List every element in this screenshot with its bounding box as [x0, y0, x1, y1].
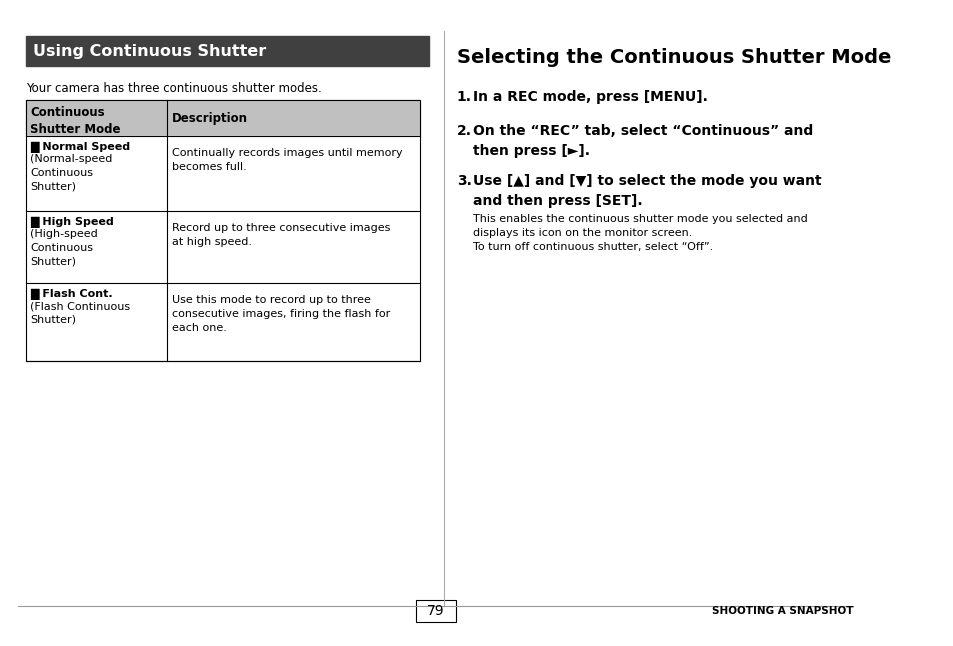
Text: Continually records images until memory
becomes full.: Continually records images until memory …	[172, 148, 402, 172]
Text: Use [▲] and [▼] to select the mode you want
and then press [SET].: Use [▲] and [▼] to select the mode you w…	[473, 174, 821, 207]
Text: 2.: 2.	[456, 124, 471, 138]
Bar	[26, 283, 419, 361]
Text: █ Flash Cont.: █ Flash Cont.	[30, 289, 112, 300]
Text: (High-speed
Continuous
Shutter): (High-speed Continuous Shutter)	[30, 229, 98, 266]
Text: Your camera has three continuous shutter modes.: Your camera has three continuous shutter…	[26, 82, 321, 95]
Bar	[26, 136, 419, 211]
Text: (Flash Continuous
Shutter): (Flash Continuous Shutter)	[30, 301, 131, 324]
Text: Record up to three consecutive images
at high speed.: Record up to three consecutive images at…	[172, 223, 390, 247]
Bar	[26, 100, 419, 361]
Text: 79: 79	[427, 604, 444, 618]
Text: This enables the continuous shutter mode you selected and
displays its icon on t: This enables the continuous shutter mode…	[473, 214, 807, 252]
Text: (Normal-speed
Continuous
Shutter): (Normal-speed Continuous Shutter)	[30, 154, 112, 191]
Text: Using Continuous Shutter: Using Continuous Shutter	[32, 43, 266, 59]
Text: On the “REC” tab, select “Continuous” and
then press [►].: On the “REC” tab, select “Continuous” an…	[473, 124, 813, 158]
Bar	[416, 600, 456, 622]
Text: SHOOTING A SNAPSHOT: SHOOTING A SNAPSHOT	[711, 606, 852, 616]
Bar	[26, 36, 429, 66]
Text: █ High Speed: █ High Speed	[30, 217, 113, 228]
Text: 3.: 3.	[456, 174, 471, 188]
Text: 1.: 1.	[456, 90, 471, 104]
Bar	[26, 100, 419, 136]
Text: Description: Description	[172, 112, 248, 125]
Text: Selecting the Continuous Shutter Mode: Selecting the Continuous Shutter Mode	[456, 48, 890, 67]
Text: In a REC mode, press [MENU].: In a REC mode, press [MENU].	[473, 90, 707, 104]
Bar	[26, 211, 419, 283]
Text: █ Normal Speed: █ Normal Speed	[30, 142, 131, 153]
Text: Continuous
Shutter Mode: Continuous Shutter Mode	[30, 106, 120, 136]
Text: Use this mode to record up to three
consecutive images, firing the flash for
eac: Use this mode to record up to three cons…	[172, 295, 390, 333]
